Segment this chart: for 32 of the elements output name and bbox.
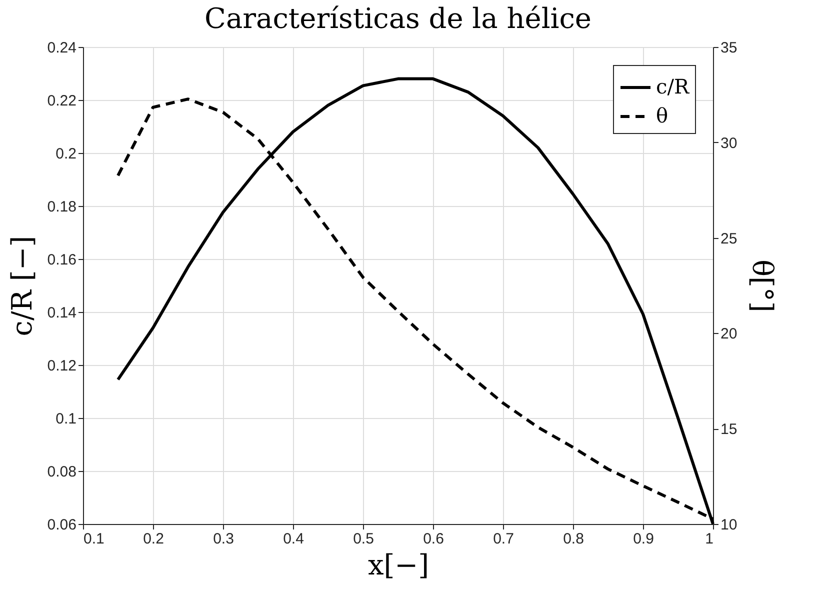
y2-axis-title: θ[°] [746, 260, 780, 312]
x-tick-label: 0.7 [493, 530, 514, 548]
y-tick-label: 0.22 [47, 92, 76, 110]
x-tick-label: 0.3 [213, 530, 234, 548]
x-tick-label: 0.2 [143, 530, 164, 548]
y-axis-title: c/R [−] [5, 236, 38, 336]
y-tick-label: 0.06 [47, 516, 76, 534]
x-tick-label: 0.9 [633, 530, 654, 548]
chart-title: Características de la hélice [204, 2, 592, 35]
x-tick-label: 0.6 [423, 530, 444, 548]
x-tick-label: 0.1 [84, 530, 104, 548]
y2-tick-label: 30 [720, 134, 738, 152]
y-tick-label: 0.16 [47, 252, 76, 268]
y2-tick-label: 20 [720, 326, 738, 343]
x-tick-label: 0.5 [353, 530, 374, 548]
x-tick-label: 0.4 [283, 530, 304, 548]
y2-tick-label: 25 [720, 230, 738, 248]
x-tick-label: 0.8 [563, 530, 584, 548]
y2-tick-label: 35 [720, 40, 738, 56]
y-tick-label: 0.1 [56, 410, 76, 428]
y-tick-label: 0.08 [47, 464, 76, 480]
y-tick-label: 0.2 [56, 146, 76, 162]
y2-tick-label: 10 [720, 516, 738, 534]
y-tick-label: 0.24 [47, 40, 76, 56]
y-tick-label: 0.18 [47, 198, 76, 216]
y2-tick-label: 15 [720, 421, 738, 438]
y-tick-label: 0.14 [47, 304, 76, 322]
x-tick-label: 1 [705, 530, 714, 548]
y-tick-label: 0.12 [47, 358, 76, 374]
legend-label: c/R [656, 74, 690, 98]
x-axis-title: x[−] [368, 548, 430, 582]
legend-label: θ [656, 104, 668, 128]
